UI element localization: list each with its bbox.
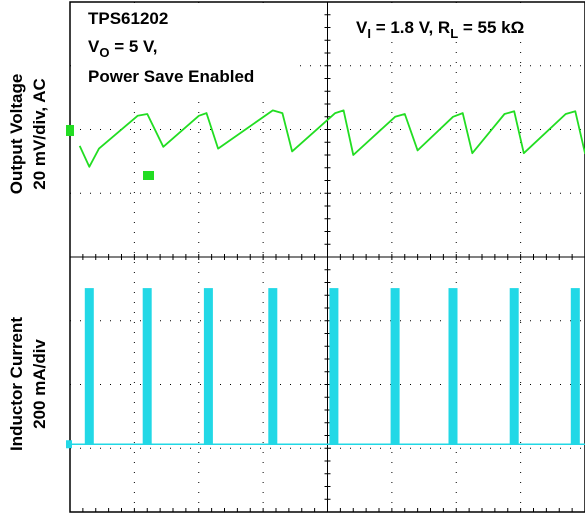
inductor-current-pulse	[570, 288, 580, 445]
condition-background	[350, 8, 580, 42]
current-axis-label-line2: 200 mA/div	[30, 339, 49, 429]
output-voltage-waveform	[78, 109, 585, 168]
device-label: TPS61202	[88, 9, 168, 28]
inductor-current-pulse	[142, 288, 152, 445]
inductor-current-pulse	[509, 288, 519, 445]
channel1-level-marker	[66, 125, 74, 136]
voltage-axis-label-line1: Output Voltage	[7, 74, 26, 195]
voltage-axis-label-line2: 20 mV/div, AC	[30, 78, 49, 189]
input-load-condition: VI = 1.8 V, RL = 55 kΩ	[356, 18, 524, 41]
output-voltage-trace	[78, 109, 585, 168]
inductor-current-pulse	[268, 288, 278, 445]
trigger-marker	[143, 171, 154, 180]
inductor-current-pulse	[84, 288, 94, 445]
power-save-mode-label: Power Save Enabled	[88, 67, 254, 86]
output-voltage-condition: VO = 5 V,	[88, 37, 158, 60]
inductor-current-pulse	[390, 288, 400, 445]
inductor-current-pulse	[329, 288, 339, 445]
scope-grid	[69, 1, 585, 513]
annotation-background	[80, 3, 300, 95]
channel2-level-marker	[66, 440, 72, 449]
inductor-current-pulse	[448, 288, 458, 445]
current-axis-label-line1: Inductor Current	[7, 317, 26, 451]
inductor-current-pulse	[203, 288, 213, 445]
inductor-current-trace	[66, 288, 585, 449]
